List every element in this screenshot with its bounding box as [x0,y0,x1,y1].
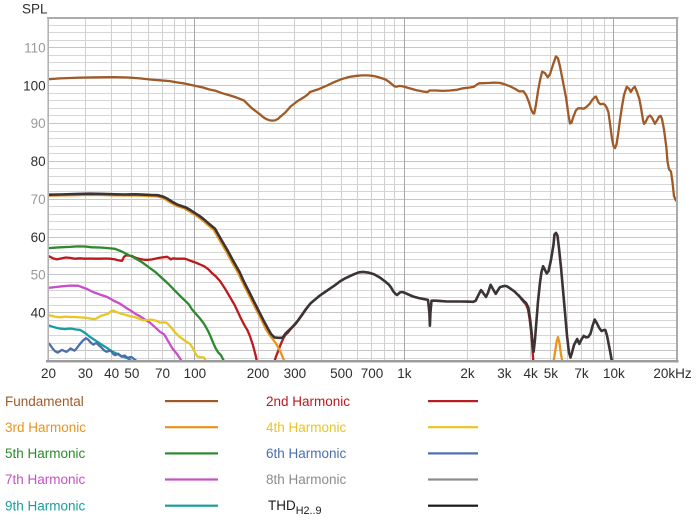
svg-text:7th Harmonic: 7th Harmonic [5,472,86,487]
svg-text:300: 300 [284,366,307,381]
svg-text:30: 30 [78,366,93,381]
svg-text:6th Harmonic: 6th Harmonic [266,446,347,461]
svg-text:SPL: SPL [22,2,48,17]
svg-text:50: 50 [124,366,139,381]
svg-text:200: 200 [247,366,270,381]
svg-text:8th Harmonic: 8th Harmonic [266,472,347,487]
svg-text:5th Harmonic: 5th Harmonic [5,446,86,461]
svg-text:700: 700 [361,366,384,381]
svg-text:40: 40 [31,306,46,321]
svg-text:4th Harmonic: 4th Harmonic [266,420,347,435]
svg-text:60: 60 [31,230,46,245]
svg-text:1k: 1k [397,366,412,381]
svg-text:500: 500 [330,366,353,381]
svg-text:3rd Harmonic: 3rd Harmonic [5,420,86,435]
svg-text:2k: 2k [460,366,475,381]
svg-text:40: 40 [104,366,119,381]
svg-text:7k: 7k [574,366,589,381]
svg-text:20: 20 [41,366,56,381]
svg-text:50: 50 [31,268,46,283]
svg-text:110: 110 [24,40,46,55]
svg-text:90: 90 [31,116,46,131]
svg-text:70: 70 [155,366,170,381]
svg-text:10k: 10k [603,366,625,381]
svg-text:9th Harmonic: 9th Harmonic [5,498,86,513]
svg-text:3k: 3k [497,366,512,381]
svg-text:5k: 5k [544,366,559,381]
svg-text:2nd Harmonic: 2nd Harmonic [266,394,350,409]
svg-text:80: 80 [31,154,46,169]
svg-text:100: 100 [184,366,207,381]
svg-text:70: 70 [31,192,46,207]
svg-text:20kHz: 20kHz [653,366,692,381]
svg-text:Fundamental: Fundamental [5,394,84,409]
svg-text:4k: 4k [523,366,538,381]
svg-text:100: 100 [23,78,46,93]
